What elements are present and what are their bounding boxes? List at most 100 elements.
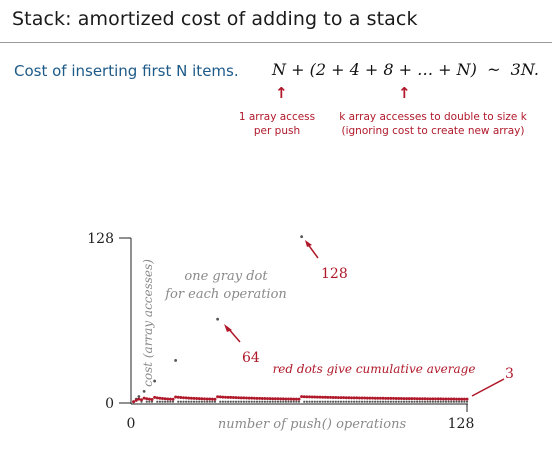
gray-dot (316, 400, 319, 403)
gray-dot (342, 400, 345, 403)
gray-dot (397, 400, 400, 403)
red-dot (255, 396, 259, 400)
gray-dot (452, 400, 455, 403)
red-dot (195, 397, 199, 401)
gray-dot (426, 400, 429, 403)
y-axis-label: cost (array accesses) (141, 259, 155, 387)
gray-dot (206, 400, 209, 403)
note-right-line-1: k array accesses to double to size k (339, 111, 527, 123)
annotation-3: 3 (505, 366, 514, 382)
gray-dot (387, 400, 390, 403)
note-left-line-2: per push (253, 125, 301, 137)
red-dot (315, 395, 319, 399)
gray-dot (434, 400, 437, 403)
red-dot (271, 397, 275, 401)
gray-dot (455, 400, 458, 403)
red-dot (258, 396, 262, 400)
red-dot (360, 396, 364, 400)
gray-dot (258, 400, 261, 403)
x-tick-label-right: 128 (448, 416, 475, 432)
gray-dot (182, 400, 185, 403)
gray-dot (276, 400, 280, 403)
gray-dot (402, 400, 406, 403)
red-dot (203, 397, 206, 401)
gray-dot (211, 400, 214, 403)
red-dot (247, 396, 251, 400)
red-dot (184, 396, 188, 400)
red-dot (216, 395, 220, 399)
red-dot (192, 396, 196, 400)
red-dot (176, 395, 180, 399)
red-dot (276, 397, 280, 401)
red-dot (410, 397, 414, 401)
slide-title: Stack: amortized cost of adding to a sta… (12, 8, 418, 30)
gray-dot (224, 400, 227, 403)
gray-dot (339, 400, 343, 403)
red-dot (376, 396, 380, 400)
note-left-line-1: 1 array access (238, 111, 316, 123)
gray-dot (332, 400, 335, 403)
red-dot (302, 395, 306, 399)
red-dot (263, 397, 267, 401)
red-dot (153, 395, 157, 399)
red-dot (297, 397, 301, 401)
red-dot (418, 397, 422, 401)
gray-dot (305, 400, 308, 403)
gray-dot (465, 400, 469, 403)
red-dot (260, 396, 264, 400)
x-axis-label: number of push() operations (218, 417, 407, 432)
gray-dot (318, 400, 322, 403)
gray-dot (213, 400, 217, 403)
red-dot (436, 397, 440, 401)
note-array-doubling: k array accesses to double to size k (ig… (322, 110, 544, 138)
red-dot (420, 397, 424, 401)
intro-text: Cost of inserting first N items. (14, 62, 239, 80)
red-dot (213, 397, 217, 401)
red-dot (344, 396, 348, 400)
red-dot (250, 396, 254, 400)
gray-dot (392, 400, 395, 403)
red-dot (182, 396, 185, 400)
red-dots-annotation: red dots give cumulative average (273, 362, 476, 376)
gray-dot (266, 400, 269, 403)
gray-dot (408, 400, 411, 403)
red-dot (465, 397, 469, 401)
gray-dot (371, 400, 374, 403)
red-dot (266, 397, 269, 401)
red-dot (368, 396, 372, 400)
red-dot (155, 396, 159, 400)
red-dot (455, 397, 458, 401)
red-dot (252, 396, 256, 400)
red-dot-series (132, 395, 469, 404)
red-dot (168, 397, 172, 401)
cost-formula: N + (2 + 4 + 8 + … + N) ~ 3N. (272, 60, 539, 79)
gray-dot (450, 400, 453, 403)
gray-dot (300, 235, 304, 239)
gray-dot (345, 400, 348, 403)
gray-dot (227, 400, 230, 403)
gray-dot (444, 400, 448, 403)
red-dot (187, 396, 191, 400)
red-dot (389, 396, 393, 400)
red-dot (365, 396, 369, 400)
red-dot (289, 397, 293, 401)
gray-dot (164, 400, 167, 403)
gray-dot (229, 400, 232, 403)
gray-dots-annotation-line-1: one gray dot (184, 269, 268, 284)
red-dot (384, 396, 388, 400)
red-dot (208, 397, 212, 401)
red-dot (423, 397, 427, 401)
red-dot (457, 397, 461, 401)
gray-dot (148, 400, 151, 403)
red-dot (281, 397, 285, 401)
gray-dot (174, 359, 178, 362)
red-dot (313, 395, 317, 399)
red-dot (137, 397, 141, 401)
red-dot (174, 395, 178, 399)
gray-dot (192, 400, 196, 403)
gray-dot (374, 400, 377, 403)
arrow-up-icon-left: ↑ (275, 84, 288, 102)
red-dot (363, 396, 367, 400)
red-dot (321, 395, 325, 399)
red-dot (200, 397, 204, 401)
